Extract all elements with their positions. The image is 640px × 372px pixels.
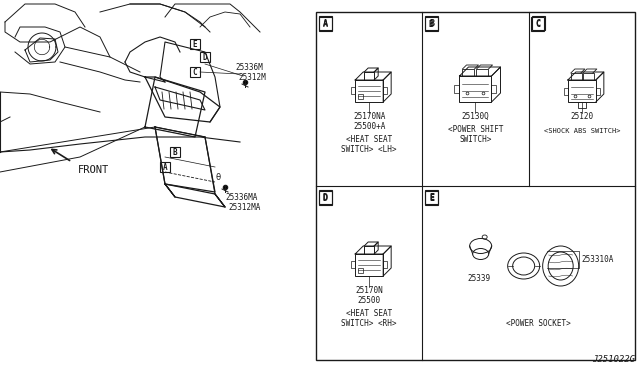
- Text: 25170N: 25170N: [355, 286, 383, 295]
- Text: 25170NA: 25170NA: [353, 112, 385, 121]
- Bar: [425, 17, 438, 31]
- Bar: [170, 147, 180, 157]
- Bar: [477, 69, 488, 76]
- Bar: [426, 16, 438, 30]
- Bar: [578, 102, 586, 108]
- Text: <SHOCK ABS SWITCH>: <SHOCK ABS SWITCH>: [543, 128, 620, 134]
- Text: E: E: [429, 193, 434, 202]
- Bar: [596, 88, 600, 95]
- Text: 25312MA: 25312MA: [228, 202, 260, 212]
- Text: 25500: 25500: [358, 296, 381, 305]
- Bar: [319, 190, 332, 204]
- Text: 25336M: 25336M: [235, 62, 263, 71]
- Bar: [383, 261, 387, 268]
- Bar: [532, 16, 545, 30]
- Text: 25312M: 25312M: [238, 73, 266, 81]
- Bar: [319, 191, 332, 205]
- Text: B: B: [429, 19, 434, 29]
- Bar: [319, 16, 332, 30]
- Bar: [190, 39, 200, 49]
- Text: C: C: [193, 67, 197, 77]
- Text: D: D: [323, 193, 328, 202]
- Bar: [425, 191, 438, 205]
- Bar: [583, 73, 594, 80]
- Text: A: A: [163, 163, 167, 171]
- Text: FRONT: FRONT: [78, 165, 109, 175]
- Bar: [426, 190, 438, 204]
- Bar: [564, 88, 568, 95]
- Text: E: E: [429, 192, 435, 202]
- Text: SWITCH> <RH>: SWITCH> <RH>: [341, 319, 397, 328]
- Bar: [460, 76, 492, 102]
- Bar: [319, 17, 332, 31]
- Bar: [355, 254, 383, 276]
- Bar: [492, 85, 497, 93]
- Bar: [316, 12, 635, 360]
- Bar: [190, 67, 200, 77]
- Text: C: C: [535, 19, 540, 29]
- Text: C: C: [536, 19, 541, 28]
- Bar: [364, 72, 374, 80]
- Text: D: D: [203, 52, 207, 61]
- Text: D: D: [323, 192, 328, 202]
- Bar: [383, 87, 387, 94]
- Text: 25500+A: 25500+A: [353, 122, 385, 131]
- Bar: [358, 94, 363, 99]
- Bar: [571, 73, 582, 80]
- Text: 25120: 25120: [570, 112, 593, 121]
- Text: 25336MA: 25336MA: [225, 192, 257, 202]
- Text: <POWER SHIFT: <POWER SHIFT: [448, 125, 503, 134]
- Text: <HEAT SEAT: <HEAT SEAT: [346, 135, 392, 144]
- Bar: [454, 85, 460, 93]
- Text: J251022G: J251022G: [592, 355, 635, 364]
- Text: A: A: [323, 19, 328, 29]
- Text: <POWER SOCKET>: <POWER SOCKET>: [506, 319, 571, 328]
- Text: B: B: [429, 19, 435, 28]
- Bar: [568, 80, 596, 102]
- Bar: [355, 80, 383, 102]
- Text: 25339: 25339: [467, 274, 490, 283]
- Text: E: E: [193, 39, 197, 48]
- Bar: [351, 87, 355, 94]
- Text: θ: θ: [216, 173, 221, 182]
- Bar: [200, 52, 210, 62]
- Bar: [160, 162, 170, 172]
- Bar: [364, 246, 374, 254]
- Text: 253310A: 253310A: [582, 255, 614, 264]
- Text: 25130Q: 25130Q: [461, 112, 490, 121]
- Bar: [463, 69, 474, 76]
- Text: A: A: [323, 19, 328, 28]
- Text: B: B: [173, 148, 177, 157]
- Text: SWITCH> <LH>: SWITCH> <LH>: [341, 145, 397, 154]
- Text: <HEAT SEAT: <HEAT SEAT: [346, 309, 392, 318]
- Bar: [358, 268, 363, 273]
- Bar: [531, 17, 544, 31]
- Bar: [351, 261, 355, 268]
- Text: SWITCH>: SWITCH>: [460, 135, 492, 144]
